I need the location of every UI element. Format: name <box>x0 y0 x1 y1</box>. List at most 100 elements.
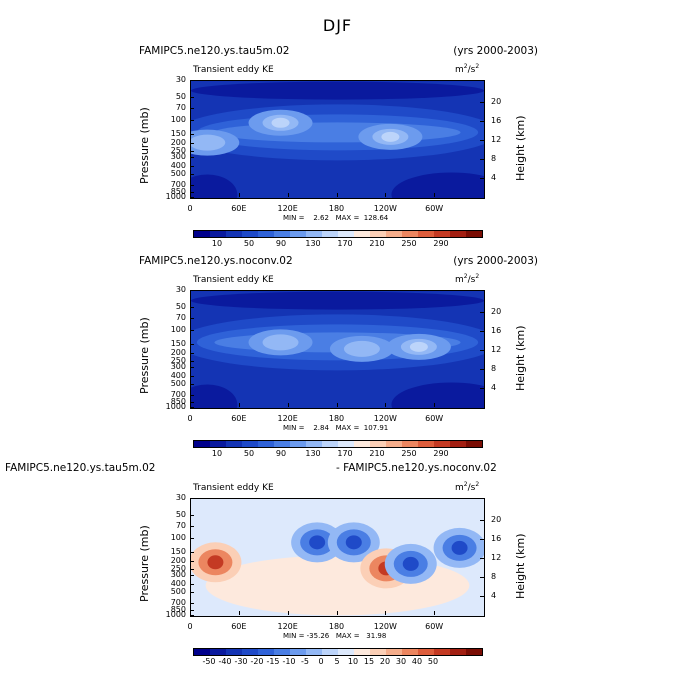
colorbar-tick-label: 210 <box>369 239 385 248</box>
y-tick-mark <box>190 343 194 345</box>
units-denominator: /s <box>467 483 476 493</box>
panel-right-title: (yrs 2000-2003) <box>453 255 538 267</box>
y-tick-label: 250 <box>170 355 186 365</box>
colorbar-swatch <box>322 441 338 447</box>
colorbar-swatch <box>402 649 418 655</box>
colorbar-swatch <box>354 441 370 447</box>
y-tick-label: 30 <box>175 493 186 502</box>
colorbar-swatch <box>306 649 322 655</box>
height-tick-label: 20 <box>491 96 502 106</box>
y-tick-label: 70 <box>175 313 186 323</box>
colorbar-tick-label: 10 <box>347 657 359 666</box>
negative-anomaly <box>345 535 362 550</box>
colorbar-swatch <box>418 441 434 447</box>
height-tick-mark <box>480 557 484 559</box>
x-tick-mark <box>238 403 240 407</box>
y-tick-mark <box>190 156 194 158</box>
colorbar-swatch <box>290 231 306 237</box>
y-tick-mark <box>190 97 194 99</box>
x-tick-label: 120W <box>373 204 397 213</box>
colorbar-swatch <box>386 441 402 447</box>
colorbar-swatch <box>450 231 466 237</box>
y-tick-label: 200 <box>170 348 186 358</box>
y-tick-label: 150 <box>170 546 186 556</box>
colorbar-swatch <box>418 649 434 655</box>
colorbar-tick-label: 170 <box>337 239 353 248</box>
height-tick-mark <box>480 595 484 597</box>
colorbar-swatch <box>274 441 290 447</box>
surface-low <box>391 172 484 198</box>
jet-core <box>191 134 226 151</box>
y-tick-label: 50 <box>175 92 186 102</box>
colorbar-swatch <box>210 649 226 655</box>
y-tick-label: 50 <box>175 510 186 520</box>
y-tick-mark <box>190 197 194 198</box>
height-tick-label: 16 <box>491 533 502 543</box>
height-tick-mark <box>480 120 484 122</box>
field-label: Transient eddy KE <box>193 275 274 285</box>
x-tick-mark <box>336 403 338 407</box>
x-tick-label: 60W <box>425 204 444 213</box>
colorbar-swatch <box>194 649 210 655</box>
colorbar-swatch <box>226 441 242 447</box>
y-tick-mark <box>190 108 194 110</box>
colorbar-tick-label: -30 <box>234 657 248 666</box>
surface-low <box>391 382 484 408</box>
height-tick-mark <box>480 330 484 332</box>
colorbar-swatch <box>290 441 306 447</box>
contour-plot <box>190 290 485 409</box>
min-max-label: MIN = 2.62 MAX = 128.64 <box>283 214 389 222</box>
y-tick-label: 400 <box>170 579 186 589</box>
y-tick-label: 200 <box>170 138 186 148</box>
jet-max <box>409 341 428 352</box>
colorbar-swatch <box>274 231 290 237</box>
colorbar-swatch <box>242 231 258 237</box>
y-tick-mark <box>190 166 194 168</box>
x-tick-label: 180 <box>328 622 345 631</box>
colorbar-tick-label: 50 <box>243 239 255 248</box>
colorbar-swatch <box>226 231 242 237</box>
y-tick-mark <box>190 574 194 576</box>
y-tick-mark <box>190 360 194 362</box>
colorbar-swatch <box>450 649 466 655</box>
colorbar-swatch <box>194 441 210 447</box>
y-tick-label: 150 <box>170 338 186 348</box>
y-tick-mark <box>190 143 194 145</box>
height-tick-label: 4 <box>491 382 497 392</box>
height-tick-label: 16 <box>491 325 502 335</box>
units-base: m <box>455 65 464 75</box>
y-tick-label: 400 <box>170 371 186 381</box>
y-tick-label: 850 <box>170 396 186 406</box>
y-tick-mark <box>190 609 194 611</box>
x-tick-label: 60W <box>425 622 444 631</box>
panel-left-title: FAMIPC5.ne120.ys.tau5m.02 <box>139 45 290 57</box>
y-tick-label: 100 <box>170 325 186 335</box>
colorbar-swatch <box>418 231 434 237</box>
colorbar-swatch <box>354 649 370 655</box>
x-tick-mark <box>190 403 191 407</box>
y-axis-label: Pressure (mb) <box>138 316 151 394</box>
colorbar-swatch <box>290 649 306 655</box>
colorbar-swatch <box>306 231 322 237</box>
contour-plot <box>190 80 485 199</box>
colorbar-swatch <box>258 649 274 655</box>
y-tick-label: 30 <box>175 285 186 294</box>
negative-anomaly <box>309 535 326 550</box>
field-label: Transient eddy KE <box>193 65 274 75</box>
height-axis-label: Height (km) <box>514 114 527 181</box>
jet-max <box>271 117 290 128</box>
y-tick-mark <box>190 133 194 135</box>
units-denominator: /s <box>467 275 476 285</box>
y-tick-label: 250 <box>170 145 186 155</box>
x-tick-label: 180 <box>328 414 345 423</box>
height-tick-mark <box>480 387 484 389</box>
x-tick-label: 120E <box>277 414 298 423</box>
x-tick-label: 120W <box>373 414 397 423</box>
jet-core <box>262 334 299 351</box>
y-tick-label: 200 <box>170 556 186 566</box>
y-tick-mark <box>190 353 194 355</box>
colorbar-swatch <box>338 231 354 237</box>
colorbar-swatch <box>370 649 386 655</box>
colorbar-tick-label: 50 <box>243 449 255 458</box>
colorbar-tick-label: 90 <box>275 449 287 458</box>
